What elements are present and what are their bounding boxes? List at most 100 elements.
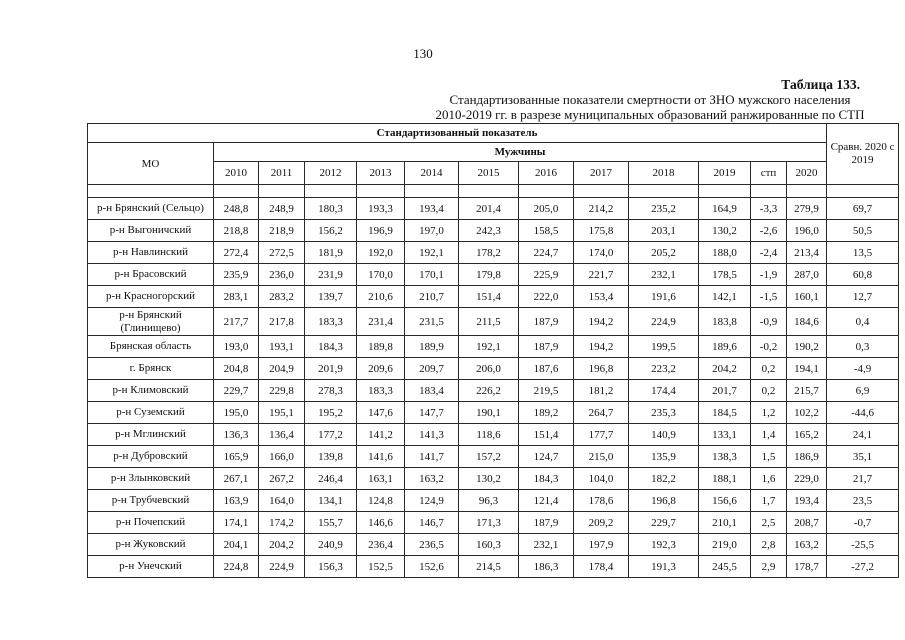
- value-cell: 178,2: [458, 241, 519, 264]
- value-cell: 183,8: [698, 306, 751, 337]
- value-cell: 1,2: [750, 401, 787, 425]
- value-cell: 152,5: [356, 555, 405, 579]
- value-cell: 264,7: [573, 401, 629, 425]
- value-cell: 232,1: [518, 533, 574, 557]
- value-cell: 139,8: [304, 445, 357, 469]
- spacer-cell: [698, 184, 751, 198]
- value-cell: 192,3: [628, 533, 699, 557]
- value-cell: 217,7: [213, 306, 259, 337]
- value-cell: 229,0: [785, 467, 828, 491]
- value-cell: 12,7: [826, 285, 900, 308]
- value-cell: 217,8: [258, 306, 305, 337]
- row-label: р-н Брянский (Глинищево): [87, 306, 214, 337]
- value-cell: 153,4: [573, 285, 629, 308]
- value-cell: 194,2: [573, 335, 629, 359]
- header-year-2010: 2010: [213, 161, 259, 185]
- table-row: р-н Суземский 195,0 195,1 195,2 147,6 147,7 19…: [87, 401, 900, 425]
- value-cell: 240,9: [304, 533, 357, 557]
- value-cell: -44,6: [826, 401, 900, 425]
- value-cell: 180,3: [304, 197, 357, 220]
- value-cell: 221,7: [573, 263, 629, 286]
- value-cell: 218,8: [213, 219, 259, 242]
- value-cell: 177,7: [573, 423, 629, 447]
- value-cell: 224,9: [258, 555, 305, 579]
- value-cell: 191,3: [628, 555, 699, 579]
- value-cell: 13,5: [826, 241, 900, 264]
- value-cell: 193,1: [258, 335, 305, 359]
- header-year-2013: 2013: [356, 161, 405, 185]
- value-cell: 236,0: [258, 263, 305, 286]
- value-cell: 135,9: [628, 445, 699, 469]
- row-label: р-н Жуковский: [87, 533, 214, 557]
- value-cell: 188,1: [698, 467, 751, 491]
- value-cell: 197,0: [404, 219, 459, 242]
- value-cell: 188,0: [698, 241, 751, 264]
- value-cell: 231,4: [356, 306, 405, 337]
- value-cell: 209,7: [404, 357, 459, 381]
- table-caption-label: Таблица 133.: [781, 77, 860, 92]
- value-cell: 170,0: [356, 263, 405, 286]
- value-cell: 231,9: [304, 263, 357, 286]
- value-cell: 190,2: [785, 335, 828, 359]
- row-label: р-н Злынковский: [87, 467, 214, 491]
- value-cell: 201,4: [458, 197, 519, 220]
- header-row-group: МО Мужчины: [87, 142, 899, 185]
- mortality-table: Стандартизованный показатель Сравн. 2020…: [86, 123, 900, 579]
- value-cell: 178,7: [785, 555, 828, 579]
- value-cell: 121,4: [518, 489, 574, 513]
- value-cell: 229,8: [258, 379, 305, 403]
- value-cell: 170,1: [404, 263, 459, 286]
- value-cell: 190,1: [458, 401, 519, 425]
- value-cell: 164,9: [698, 197, 751, 220]
- document-title: Стандартизованные показатели смертности …: [400, 92, 900, 123]
- value-cell: 118,6: [458, 423, 519, 447]
- value-cell: -1,5: [750, 285, 787, 308]
- value-cell: 0,4: [826, 306, 900, 337]
- value-cell: 278,3: [304, 379, 357, 403]
- value-cell: 232,1: [628, 263, 699, 286]
- value-cell: -25,5: [826, 533, 900, 557]
- value-cell: 174,2: [258, 511, 305, 535]
- row-label: р-н Мглинский: [87, 423, 214, 447]
- header-stp: стп: [750, 161, 787, 185]
- value-cell: 96,3: [458, 489, 519, 513]
- row-label: р-н Почепский: [87, 511, 214, 535]
- value-cell: 130,2: [698, 219, 751, 242]
- spacer-cell: [304, 184, 357, 198]
- header-mo: МО: [87, 142, 214, 185]
- row-label: р-н Красногорский: [87, 285, 214, 308]
- header-year-2014: 2014: [404, 161, 459, 185]
- value-cell: 267,1: [213, 467, 259, 491]
- value-cell: 163,1: [356, 467, 405, 491]
- table-row: р-н Выгоничский 218,8 218,9 156,2 196,9 197,0…: [87, 219, 900, 242]
- value-cell: 184,6: [785, 306, 828, 337]
- value-cell: 164,0: [258, 489, 305, 513]
- spacer-cell: [628, 184, 699, 198]
- value-cell: 201,9: [304, 357, 357, 381]
- value-cell: 157,2: [458, 445, 519, 469]
- header-year-2011: 2011: [258, 161, 305, 185]
- spacer-cell: [258, 184, 305, 198]
- document-title-line1: Стандартизованные показатели смертности …: [449, 92, 851, 107]
- value-cell: 189,9: [404, 335, 459, 359]
- row-label: р-н Дубровский: [87, 445, 214, 469]
- value-cell: 156,2: [304, 219, 357, 242]
- value-cell: 151,4: [458, 285, 519, 308]
- value-cell: 166,0: [258, 445, 305, 469]
- value-cell: 175,8: [573, 219, 629, 242]
- value-cell: 141,7: [404, 445, 459, 469]
- value-cell: 1,6: [750, 467, 787, 491]
- value-cell: 165,2: [785, 423, 828, 447]
- value-cell: 156,3: [304, 555, 357, 579]
- spacer-row: [87, 184, 900, 198]
- value-cell: 184,3: [304, 335, 357, 359]
- value-cell: 177,2: [304, 423, 357, 447]
- table-row: р-н Брасовский 235,9 236,0 231,9 170,0 170,1 1…: [87, 263, 900, 286]
- value-cell: 155,7: [304, 511, 357, 535]
- header-standardized-indicator: Стандартизованный показатель: [86, 123, 828, 143]
- value-cell: -4,9: [826, 357, 900, 381]
- value-cell: -1,9: [750, 263, 787, 286]
- table-row: р-н Навлинский 272,4 272,5 181,9 192,0 192,1 1…: [87, 241, 900, 264]
- value-cell: 245,5: [698, 555, 751, 579]
